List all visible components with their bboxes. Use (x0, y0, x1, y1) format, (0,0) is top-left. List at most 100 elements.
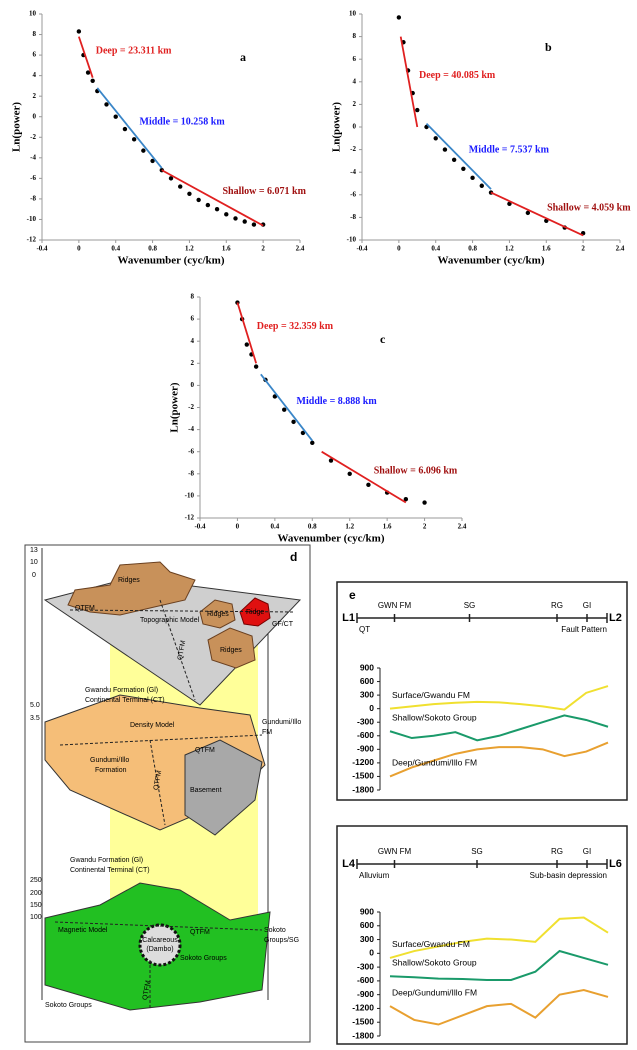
fit-line (322, 452, 406, 503)
series-label: Surface/Gwandu FM (392, 939, 470, 949)
formation-label: Groups/SG (264, 937, 299, 944)
x-tick-label: 1.6 (383, 523, 392, 531)
data-point (233, 216, 237, 220)
x-tick-label: 1.2 (185, 245, 194, 253)
fit-label: Deep = 40.085 km (419, 70, 496, 81)
data-point (77, 29, 81, 33)
model-label: Density Model (130, 722, 175, 729)
fit-line (427, 124, 492, 190)
x-tick-label: 2.4 (616, 245, 625, 253)
y-tick-label: -300 (357, 716, 374, 726)
y-axis-label: Ln(power) (11, 102, 23, 152)
depth-label: 100 (30, 914, 42, 921)
y-tick-label: 10 (29, 10, 37, 18)
y-tick-label: -1500 (352, 1016, 374, 1026)
depth-label: 3.5 (30, 715, 40, 722)
block-diagram: 13 10 0 Ridges QTFM Ridges Ridges Ridge … (25, 545, 310, 1042)
figure: 13 10 0 Ridges QTFM Ridges Ridges Ridge … (0, 0, 637, 1050)
depth-label: 150 (30, 902, 42, 909)
data-point (245, 342, 249, 346)
profile-note: Alluvium (359, 871, 390, 880)
data-point (480, 184, 484, 188)
fit-label: Middle = 7.537 km (469, 145, 550, 156)
panel-label: c (380, 332, 386, 346)
x-tick-label: 0.8 (148, 245, 157, 253)
data-point (254, 364, 258, 368)
data-point (141, 148, 145, 152)
y-tick-label: 4 (353, 77, 357, 85)
data-point (470, 176, 474, 180)
data-point (282, 408, 286, 412)
panel-label: d (290, 550, 297, 564)
fit-label: Shallow = 6.096 km (374, 465, 458, 476)
data-point (310, 441, 314, 445)
data-point (397, 15, 401, 19)
panel-label: e (349, 588, 356, 602)
y-tick-label: -900 (357, 989, 374, 999)
x-tick-label: 1.2 (345, 523, 354, 531)
x-tick-label: 0 (397, 245, 401, 253)
series-label: Surface/Gwandu FM (392, 690, 470, 700)
y-tick-label: 10 (349, 10, 357, 18)
y-tick-label: -6 (30, 174, 36, 182)
y-tick-label: -8 (350, 213, 356, 221)
profile-note: Sub-basin depression (530, 871, 607, 880)
y-tick-label: 4 (33, 71, 37, 79)
model-label: Magnetic Model (58, 927, 108, 934)
data-point (252, 222, 256, 226)
formation-label: Formation (95, 767, 127, 774)
formation-label: Continental Terminal (CT) (85, 697, 165, 704)
fit-label: Deep = 32.359 km (257, 321, 334, 332)
fit-line (237, 303, 256, 364)
x-tick-label: 2 (261, 245, 265, 253)
feature-label: QTFM (195, 747, 215, 754)
panel-label: b (545, 40, 552, 54)
x-tick-label: 0.4 (270, 523, 279, 531)
y-tick-label: -6 (350, 190, 356, 198)
depth-label: 250 (30, 877, 42, 884)
y-tick-label: -10 (347, 236, 357, 244)
fit-label: Middle = 8.888 km (297, 396, 378, 407)
y-tick-label: 2 (353, 100, 357, 108)
depth-label: 10 (30, 559, 38, 566)
x-tick-label: 1.6 (222, 245, 231, 253)
y-tick-label: 300 (360, 689, 374, 699)
profile-note: Fault Pattern (561, 625, 607, 634)
y-tick-label: 0 (369, 703, 374, 713)
y-tick-label: -900 (357, 744, 374, 754)
y-tick-label: 300 (360, 934, 374, 944)
formation-label: Gundumi/Illo (90, 757, 129, 764)
y-tick-label: 900 (360, 662, 374, 672)
feature-label: GF/CT (272, 621, 294, 628)
fit-line (79, 37, 93, 78)
x-tick-label: -0.4 (356, 245, 368, 253)
fit-label: Deep = 23.311 km (96, 45, 172, 56)
depth-label: 0 (32, 572, 36, 579)
data-point (114, 115, 118, 119)
panel-label: a (240, 50, 246, 64)
depth-label: 5.0 (30, 702, 40, 709)
data-point (132, 137, 136, 141)
profile-marker: GWN FM (378, 847, 412, 856)
feature-label: Calcareous (142, 937, 178, 944)
fit-label: Middle = 10.258 km (140, 116, 226, 127)
profile-end: L6 (609, 858, 622, 870)
data-point (123, 127, 127, 131)
data-point (206, 203, 210, 207)
x-tick-label: 2 (581, 245, 585, 253)
fit-label: Shallow = 4.059 km (547, 202, 631, 213)
x-tick-label: 0.8 (468, 245, 477, 253)
data-point (452, 158, 456, 162)
data-point (243, 219, 247, 223)
y-tick-label: -10 (185, 492, 195, 500)
y-tick-label: -4 (350, 168, 356, 176)
feature-label: QTFM (75, 605, 95, 612)
y-tick-label: 6 (33, 51, 37, 59)
model-label: Topographic Model (140, 617, 200, 624)
series-label: Shallow/Sokoto Group (392, 958, 477, 968)
profile-start: L4 (342, 858, 356, 870)
profile-marker: SG (471, 847, 483, 856)
x-tick-label: 2 (423, 523, 427, 531)
data-point (422, 500, 426, 504)
